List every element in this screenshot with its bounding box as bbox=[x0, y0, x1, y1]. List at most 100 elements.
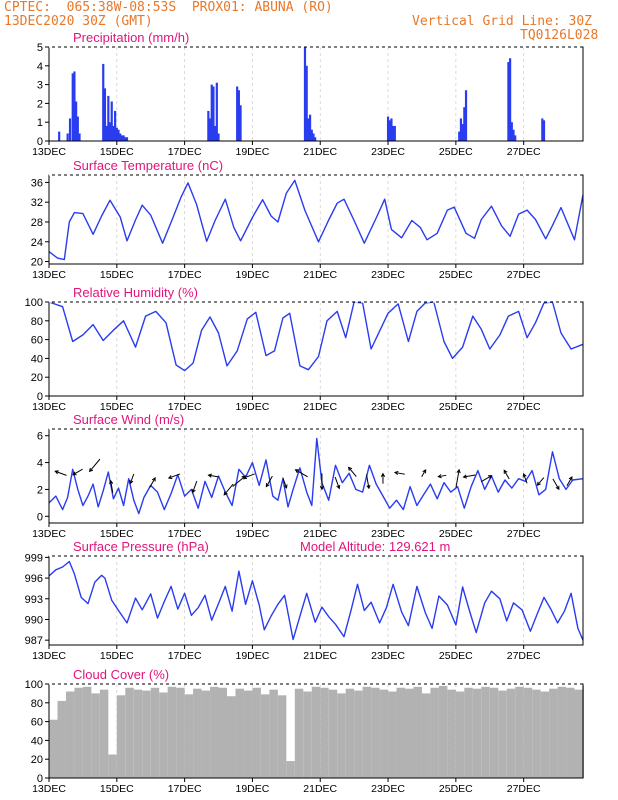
x-tick-label: 25DEC bbox=[439, 146, 473, 158]
cloud-bar bbox=[159, 692, 168, 778]
x-tick-label: 17DEC bbox=[168, 528, 202, 540]
y-tick-label: 20 bbox=[31, 372, 43, 384]
wind-title: Surface Wind (m/s) bbox=[73, 412, 184, 427]
y-tick-label: 999 bbox=[25, 552, 43, 564]
cloud-bar bbox=[125, 687, 134, 778]
cloud-bar bbox=[515, 686, 524, 778]
cloud-bar bbox=[133, 689, 143, 778]
x-tick-label: 23DEC bbox=[371, 401, 405, 413]
y-tick-label: 990 bbox=[25, 614, 43, 626]
precip-bar bbox=[461, 124, 464, 141]
precip-bar bbox=[108, 122, 112, 141]
precip-bar bbox=[115, 127, 118, 141]
cloud-bar bbox=[193, 688, 202, 778]
cloud-bar bbox=[82, 686, 92, 778]
cloud-bar bbox=[235, 688, 244, 778]
y-tick-label: 20 bbox=[31, 257, 43, 269]
y-tick-label: 100 bbox=[25, 679, 43, 691]
x-tick-label: 19DEC bbox=[235, 401, 269, 413]
precip-bar bbox=[124, 137, 127, 141]
wind-arrow bbox=[480, 475, 493, 483]
cloud-bar bbox=[506, 688, 516, 778]
cloud-cover-title: Cloud Cover (%) bbox=[73, 667, 169, 682]
x-tick-label: 23DEC bbox=[371, 650, 405, 662]
x-tick-label: 17DEC bbox=[168, 401, 202, 413]
y-tick-label: 5 bbox=[37, 42, 43, 54]
cloud-bar bbox=[252, 687, 261, 778]
precip-bar bbox=[207, 110, 210, 141]
humidity-frame bbox=[48, 301, 584, 397]
y-tick-label: 60 bbox=[31, 717, 43, 729]
precip-bar bbox=[122, 135, 125, 141]
wind-arrow bbox=[207, 473, 219, 478]
precip-bar bbox=[114, 110, 117, 141]
wind-arrow bbox=[72, 468, 83, 476]
y-tick-label: 40 bbox=[31, 353, 43, 365]
x-tick-label: 13DEC bbox=[32, 401, 66, 413]
cloud-bar bbox=[328, 689, 338, 778]
cloud-bar bbox=[243, 690, 253, 778]
precip-bar bbox=[110, 101, 113, 141]
cloud-bar bbox=[421, 693, 431, 778]
wind-arrow bbox=[421, 468, 427, 478]
y-tick-label: 996 bbox=[25, 573, 43, 585]
y-tick-label: 0 bbox=[37, 773, 43, 785]
cloud-bar bbox=[99, 689, 109, 778]
y-tick-label: 2 bbox=[37, 484, 43, 496]
x-tick-label: 23DEC bbox=[371, 528, 405, 540]
y-tick-label: 36 bbox=[31, 177, 43, 189]
pressure-panel: 987 990 993 996 999 13DEC 15DEC 17DEC 19DEC 21DEC… bbox=[25, 539, 584, 662]
precip-bar bbox=[388, 120, 391, 141]
y-tick-label: 28 bbox=[31, 217, 43, 229]
cloud-bar bbox=[430, 687, 439, 778]
x-tick-label: 27DEC bbox=[507, 528, 541, 540]
y-tick-label: 100 bbox=[25, 297, 43, 309]
y-tick-label: 1 bbox=[37, 117, 43, 129]
cloud-bar bbox=[371, 687, 380, 778]
wind-arrow bbox=[191, 480, 198, 494]
y-tick-label: 3 bbox=[37, 80, 43, 92]
precip-bar bbox=[237, 90, 240, 141]
cloud-cover-panel: 0 20 40 60 80 100 13DEC 15DEC 17DEC 19DEC 21DEC 23D… bbox=[25, 667, 584, 795]
header-model-id: TQ0126L028 bbox=[520, 28, 599, 43]
cloud-bar bbox=[489, 687, 499, 778]
x-tick-label: 21DEC bbox=[303, 783, 337, 795]
cloud-bar bbox=[150, 687, 160, 778]
humidity-series-line bbox=[48, 301, 584, 372]
precip-bar bbox=[514, 135, 517, 141]
precip-bar bbox=[393, 125, 396, 141]
cloud-bar bbox=[574, 689, 583, 778]
y-tick-label: 32 bbox=[31, 197, 43, 209]
wind-arrow bbox=[536, 477, 545, 487]
x-tick-label: 13DEC bbox=[32, 269, 66, 281]
wind-arrow bbox=[365, 474, 371, 490]
wind-arrow bbox=[503, 469, 510, 480]
x-tick-label: 15DEC bbox=[100, 783, 134, 795]
precip-bar bbox=[236, 86, 239, 141]
header-grid-note: Vertical Grid Line: 30Z bbox=[412, 14, 593, 29]
x-tick-label: 25DEC bbox=[439, 401, 473, 413]
cloud-bar bbox=[184, 694, 194, 778]
precipitation-frame bbox=[48, 46, 584, 142]
cloud-bar bbox=[210, 686, 219, 778]
cloud-bar bbox=[464, 687, 473, 778]
precip-bar bbox=[308, 114, 312, 141]
wind-arrow bbox=[393, 470, 405, 476]
precip-bar bbox=[210, 84, 213, 141]
x-tick-label: 21DEC bbox=[303, 650, 337, 662]
precip-bar bbox=[68, 118, 72, 141]
wind-arrow bbox=[552, 478, 560, 491]
x-tick-label: 25DEC bbox=[439, 528, 473, 540]
precip-bar bbox=[208, 118, 212, 141]
cloud-bar bbox=[269, 689, 278, 778]
cloud-bar bbox=[49, 719, 58, 778]
cloud-bar bbox=[354, 690, 363, 778]
cloud-bar bbox=[74, 687, 83, 778]
temperature-frame bbox=[48, 174, 584, 265]
precip-bar bbox=[509, 58, 512, 141]
wind-arrow bbox=[319, 473, 325, 491]
x-tick-label: 17DEC bbox=[168, 650, 202, 662]
precip-bar bbox=[305, 65, 308, 141]
model-altitude-label: Model Altitude: 129.621 m bbox=[300, 539, 450, 554]
precip-bar bbox=[117, 129, 120, 141]
